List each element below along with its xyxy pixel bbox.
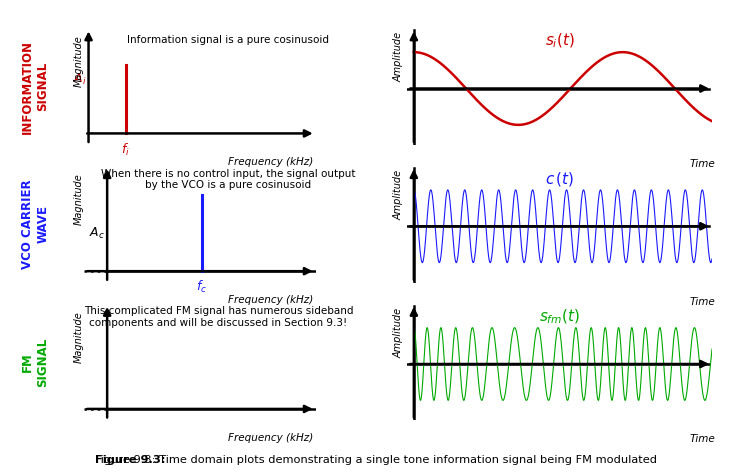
Text: Amplitude: Amplitude [393,170,403,220]
Text: VCO CARRIER
WAVE: VCO CARRIER WAVE [21,180,49,269]
Text: Amplitude: Amplitude [393,32,403,82]
Text: Frequency (kHz): Frequency (kHz) [228,295,313,305]
Text: Time: Time [689,296,715,306]
Text: Figure 9.3:: Figure 9.3: [95,455,166,465]
Text: Magnitude: Magnitude [73,173,84,225]
Text: Frequency (kHz): Frequency (kHz) [228,433,313,443]
Text: Magnitude: Magnitude [73,311,84,363]
Text: $A_i$: $A_i$ [73,72,87,87]
Text: $c\,(t)$: $c\,(t)$ [545,170,575,188]
Text: $s_i(t)$: $s_i(t)$ [545,32,575,50]
Text: Amplitude: Amplitude [393,307,403,358]
Text: Time: Time [689,159,715,169]
Text: Magnitude: Magnitude [73,36,84,87]
Text: This complicated FM signal has numerous sideband
components and will be discusse: This complicated FM signal has numerous … [84,306,353,328]
Text: FM
SIGNAL: FM SIGNAL [21,338,49,387]
Text: Frequency (kHz): Frequency (kHz) [228,157,313,167]
Text: INFORMATION
SIGNAL: INFORMATION SIGNAL [21,40,49,133]
Text: Figure 9.3: Time domain plots demonstrating a single tone information signal bei: Figure 9.3: Time domain plots demonstrat… [95,455,658,465]
Text: $A_c$: $A_c$ [90,226,105,240]
Text: When there is no control input, the signal output
by the VCO is a pure cosinusoi: When there is no control input, the sign… [101,169,355,190]
Text: $f_i$: $f_i$ [121,142,130,158]
Text: Information signal is a pure cosinusoid: Information signal is a pure cosinusoid [127,36,329,46]
Text: Time: Time [689,434,715,444]
Text: $f_c$: $f_c$ [197,279,208,295]
Text: $s_{fm}(t)$: $s_{fm}(t)$ [539,307,580,326]
